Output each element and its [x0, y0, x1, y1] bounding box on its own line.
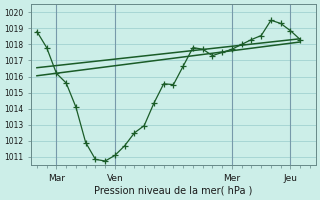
X-axis label: Pression niveau de la mer( hPa ): Pression niveau de la mer( hPa ) — [94, 186, 252, 196]
